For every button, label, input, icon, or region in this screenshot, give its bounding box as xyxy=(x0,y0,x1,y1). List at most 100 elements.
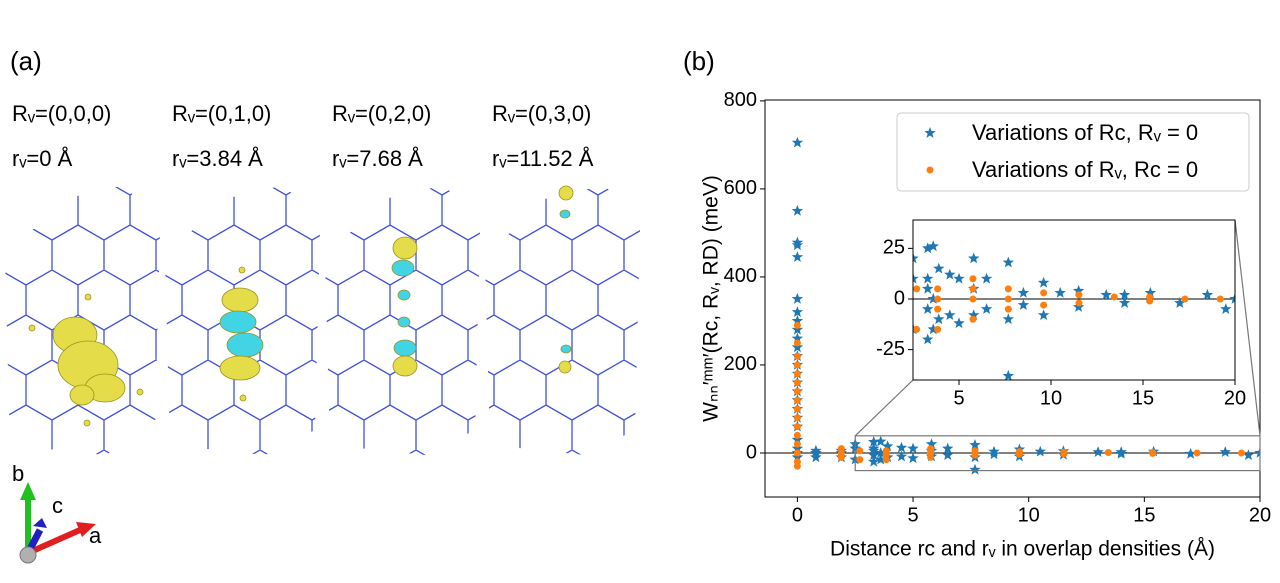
point xyxy=(944,268,956,280)
rv-label: Rᵥ=(0,1,0) xyxy=(172,101,271,126)
point xyxy=(922,333,934,345)
point xyxy=(1229,293,1235,304)
plot-area xyxy=(913,220,1235,380)
point xyxy=(1146,297,1154,305)
point xyxy=(791,323,804,335)
point xyxy=(934,295,942,303)
point xyxy=(793,449,801,457)
point xyxy=(1174,297,1186,308)
point xyxy=(793,431,801,439)
point xyxy=(864,12,871,19)
point xyxy=(791,314,804,326)
point xyxy=(925,438,938,449)
legend-box xyxy=(896,112,1250,192)
rv-distance: rᵥ=11.52 Å xyxy=(492,146,594,171)
point xyxy=(791,239,804,251)
point xyxy=(1075,299,1083,307)
x-tick-label: 10 xyxy=(1018,504,1040,526)
point xyxy=(1017,286,1030,298)
point xyxy=(934,285,942,293)
point xyxy=(793,462,801,470)
point xyxy=(968,252,980,264)
point xyxy=(969,275,977,283)
point xyxy=(1110,293,1118,301)
point xyxy=(927,293,939,304)
point xyxy=(793,405,801,413)
point xyxy=(913,252,919,264)
panel-label: (a) xyxy=(10,46,42,76)
point xyxy=(793,321,801,329)
point xyxy=(868,449,880,460)
point xyxy=(856,447,864,455)
point xyxy=(1118,288,1131,300)
lattice-panels xyxy=(5,185,640,455)
y-tick-label: 0 xyxy=(894,287,905,309)
point xyxy=(1184,447,1197,459)
point xyxy=(810,451,822,463)
x-tick-label: 5 xyxy=(953,387,964,409)
point xyxy=(1034,445,1046,457)
point xyxy=(793,440,801,448)
point xyxy=(1002,369,1014,380)
point xyxy=(791,451,804,463)
point xyxy=(1216,295,1224,303)
axis-label-c: c xyxy=(52,493,63,518)
plot-points xyxy=(765,136,1260,475)
point xyxy=(969,439,981,450)
y-tick-label: 0 xyxy=(746,441,757,463)
point xyxy=(1092,446,1104,457)
legend-marker xyxy=(926,166,934,174)
point xyxy=(793,396,801,404)
axis-triad xyxy=(19,482,96,564)
point xyxy=(944,309,956,320)
point xyxy=(810,444,822,456)
point xyxy=(881,440,894,452)
point xyxy=(922,272,934,284)
point xyxy=(969,295,977,303)
point xyxy=(953,272,965,284)
plot-points xyxy=(861,12,1235,380)
y-tick-label: 25 xyxy=(883,237,905,259)
y-tick-label: 400 xyxy=(724,265,757,287)
point xyxy=(1017,299,1030,310)
point xyxy=(1118,297,1131,308)
point xyxy=(1054,286,1066,298)
point xyxy=(861,50,872,61)
point xyxy=(1037,276,1050,288)
point xyxy=(1037,309,1050,320)
point xyxy=(864,52,871,59)
point xyxy=(793,352,801,360)
point xyxy=(922,242,934,254)
point xyxy=(942,442,954,454)
y-tick-label: 800 xyxy=(724,89,757,111)
point xyxy=(907,452,919,464)
point xyxy=(913,285,921,293)
x-tick-label: 20 xyxy=(1224,387,1246,409)
point xyxy=(793,387,801,395)
x-tick-label: 15 xyxy=(1133,504,1155,526)
point xyxy=(969,463,981,475)
x-tick-label: 15 xyxy=(1132,387,1154,409)
point xyxy=(791,306,804,317)
legend-label: Variations of Rc, Rᵥ = 0 xyxy=(972,120,1198,145)
point xyxy=(934,305,942,313)
point xyxy=(868,436,880,447)
x-tick-label: 5 xyxy=(907,504,918,526)
point xyxy=(953,317,965,329)
point xyxy=(1201,288,1214,300)
point xyxy=(793,379,801,387)
point xyxy=(1242,449,1255,460)
point xyxy=(1144,286,1157,298)
point xyxy=(793,423,801,431)
point xyxy=(927,447,935,455)
point xyxy=(1040,289,1048,297)
point xyxy=(907,442,919,454)
point xyxy=(791,332,804,344)
point xyxy=(791,292,804,304)
point xyxy=(922,282,934,294)
point xyxy=(864,93,871,100)
point xyxy=(980,272,993,284)
point xyxy=(1002,313,1014,325)
